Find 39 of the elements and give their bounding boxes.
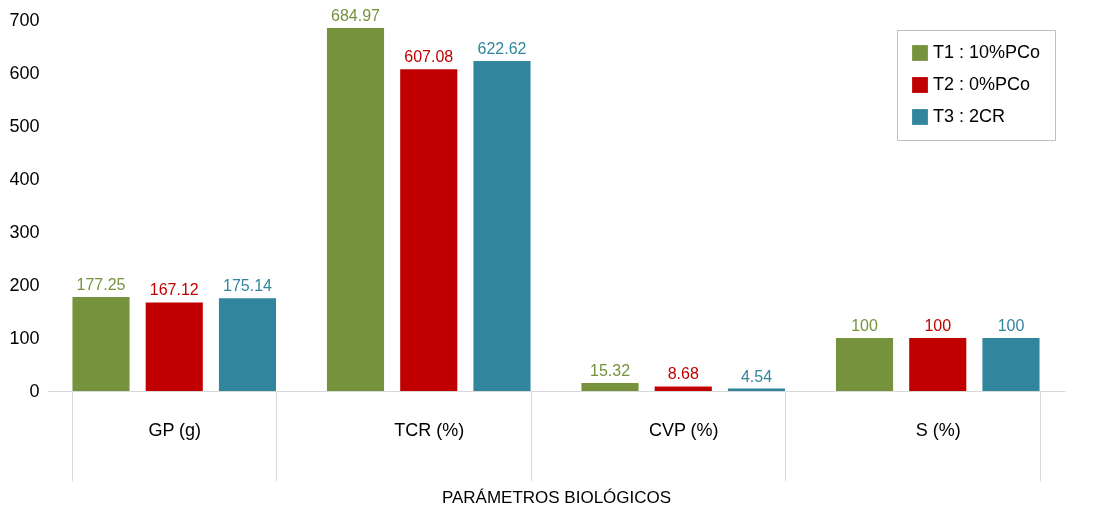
bar: [473, 61, 531, 391]
data-label: 622.62: [477, 40, 527, 58]
y-tick-label: 300: [9, 221, 40, 242]
data-label: 167.12: [149, 281, 199, 299]
data-label: 4.54: [740, 367, 773, 385]
x-tick-label: TCR (%): [394, 419, 465, 440]
y-tick-label: 700: [9, 9, 40, 30]
bar: [145, 302, 203, 391]
legend-label: T3 : 2CR: [933, 106, 1006, 126]
bar: [326, 27, 385, 391]
data-label: 100: [924, 317, 952, 334]
x-axis-title: PARÁMETROS BIOLÓGICOS: [441, 488, 672, 507]
data-label: 175.14: [223, 277, 273, 295]
y-tick-label: 100: [9, 327, 40, 348]
bar: [909, 338, 967, 391]
bar: [218, 298, 277, 391]
y-tick-label: 400: [9, 168, 40, 189]
x-tick-label: S (%): [915, 419, 961, 440]
bar: [982, 338, 1040, 391]
y-tick-label: 200: [9, 274, 40, 295]
bar: [835, 338, 894, 391]
data-label: 607.08: [404, 48, 454, 66]
y-tick-label: 0: [29, 380, 40, 401]
bar: [581, 382, 639, 391]
x-tick-label: GP (g): [148, 419, 202, 440]
bar: [72, 297, 130, 391]
data-label: 684.97: [331, 6, 381, 24]
data-label: 100: [851, 317, 878, 334]
data-label: 15.32: [589, 361, 631, 379]
bar: [400, 69, 458, 391]
y-tick-label: 600: [9, 62, 40, 83]
x-tick-label: CVP (%): [648, 419, 719, 440]
legend-label: T1 : 10%PCo: [933, 42, 1041, 62]
bar: [654, 386, 712, 391]
data-label: 8.68: [667, 365, 699, 383]
data-label: 177.25: [76, 276, 126, 294]
legend-label: T2 : 0%PCo: [933, 74, 1031, 94]
y-tick-label: 500: [9, 115, 40, 136]
data-label: 100: [997, 317, 1025, 334]
